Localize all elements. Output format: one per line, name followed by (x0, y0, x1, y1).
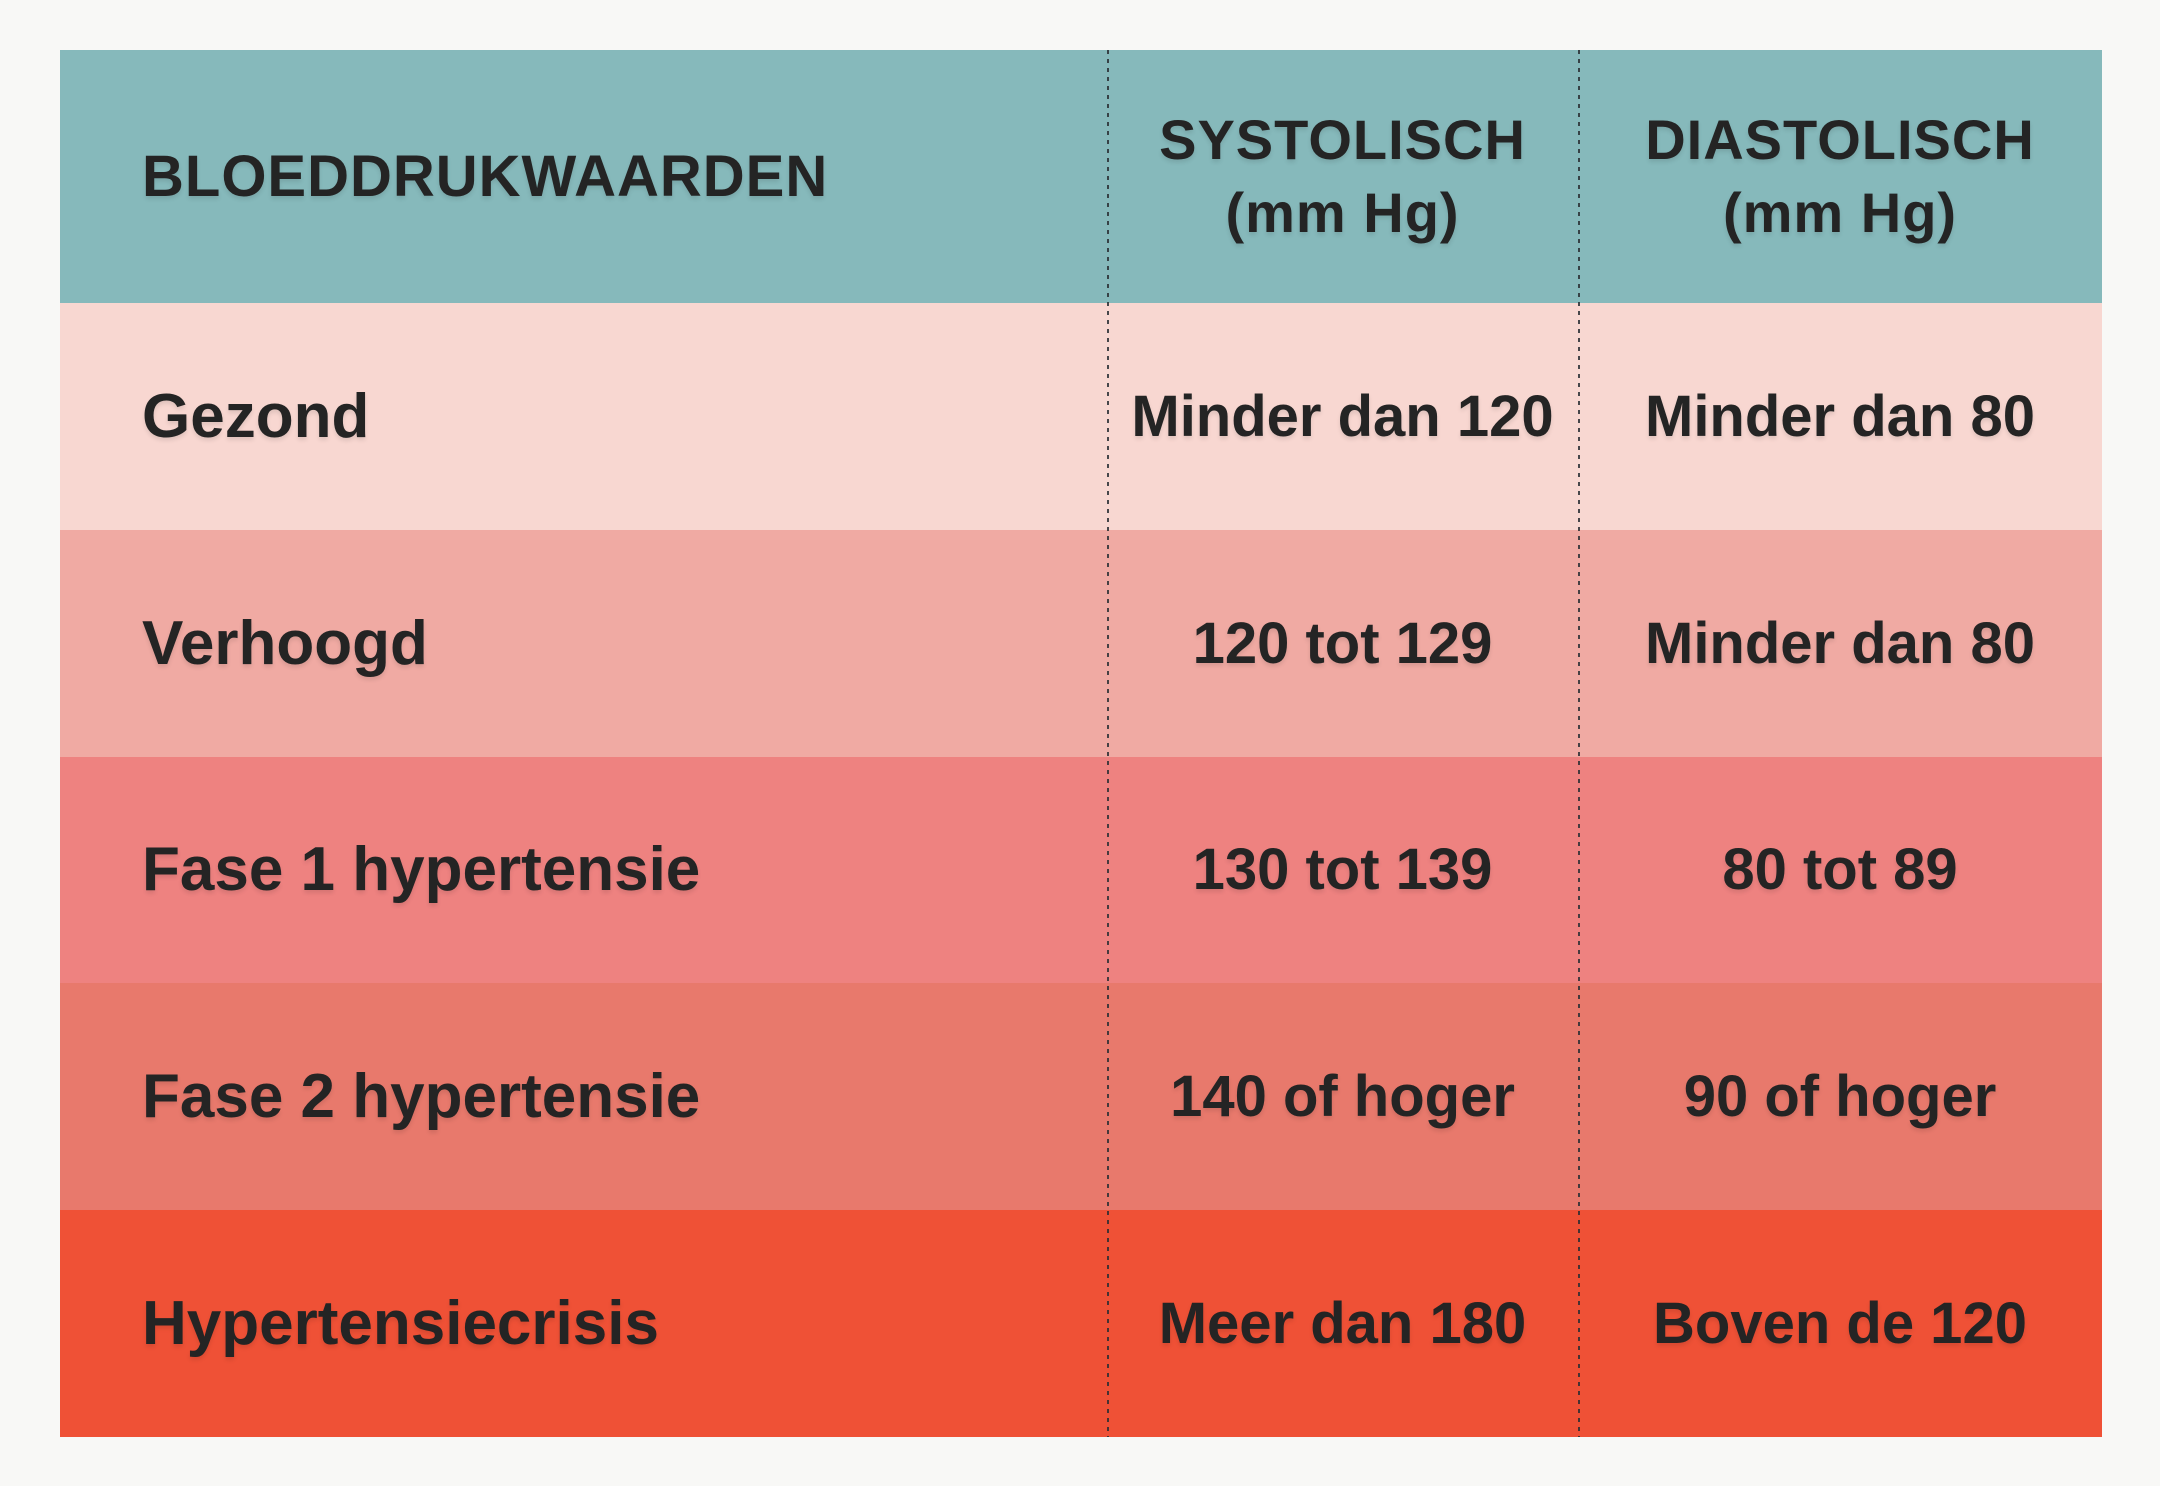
row-label: Fase 2 hypertensie (142, 1062, 701, 1132)
row-label: Fase 1 hypertensie (142, 835, 701, 905)
diastolic-value: Boven de 120 (1653, 1291, 2027, 1357)
header-systolic-line1: SYSTOLISCH (1159, 107, 1526, 171)
systolic-value: 130 tot 139 (1192, 837, 1493, 903)
header-systolic-line2: (mm Hg) (1225, 180, 1460, 244)
column-divider-systolic (1107, 50, 1109, 1437)
column-divider-diastolic (1578, 50, 1580, 1437)
table-row-gezond: Gezond Minder dan 120 Minder dan 80 (60, 303, 2102, 530)
header-systolic: SYSTOLISCH (mm Hg) (1107, 50, 1578, 303)
table-row-verhoogd: Verhoogd 120 tot 129 Minder dan 80 (60, 529, 2102, 757)
systolic-value: Meer dan 180 (1158, 1291, 1527, 1357)
header-category: BLOEDDRUKWAARDEN (142, 144, 829, 209)
systolic-value: 140 of hoger (1170, 1064, 1515, 1130)
diastolic-value: 90 of hoger (1683, 1064, 1997, 1130)
table-row-fase-1-hypertensie: Fase 1 hypertensie 130 tot 139 80 tot 89 (60, 756, 2102, 984)
table-header-row: BLOEDDRUKWAARDEN SYSTOLISCH (mm Hg) DIAS… (60, 50, 2102, 303)
diastolic-value: Minder dan 80 (1645, 610, 2035, 676)
table-row-hypertensiecrisis: Hypertensiecrisis Meer dan 180 Boven de … (60, 1210, 2102, 1437)
systolic-value: Minder dan 120 (1131, 383, 1554, 449)
diastolic-value: 80 tot 89 (1722, 837, 1958, 903)
blood-pressure-table: BLOEDDRUKWAARDEN SYSTOLISCH (mm Hg) DIAS… (60, 50, 2102, 1437)
systolic-value: 120 tot 129 (1192, 610, 1493, 676)
header-diastolic-line2: (mm Hg) (1722, 180, 1958, 244)
header-diastolic-line1: DIASTOLISCH (1645, 107, 2035, 171)
row-label: Hypertensiecrisis (142, 1289, 659, 1359)
header-diastolic: DIASTOLISCH (mm Hg) (1578, 50, 2102, 303)
row-label: Gezond (142, 381, 370, 451)
diastolic-value: Minder dan 80 (1645, 383, 2035, 449)
row-label: Verhoogd (142, 608, 428, 678)
table-row-fase-2-hypertensie: Fase 2 hypertensie 140 of hoger 90 of ho… (60, 983, 2102, 1211)
